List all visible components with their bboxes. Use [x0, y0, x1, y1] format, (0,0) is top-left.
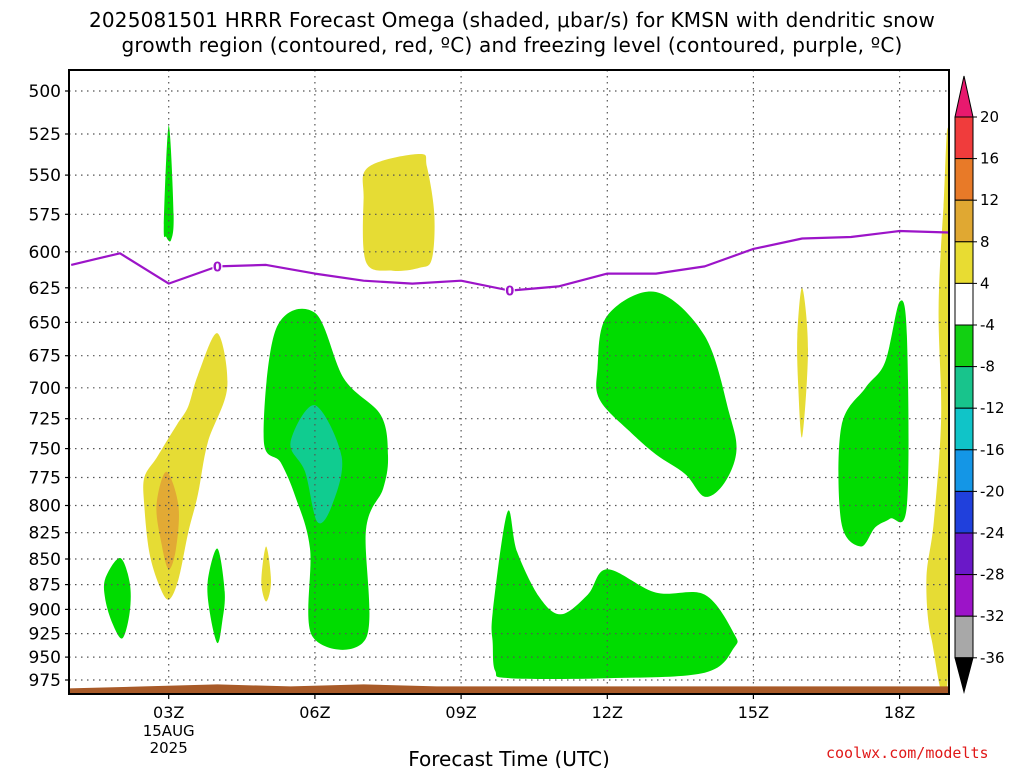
- x-tick-label-03Z: 03Z: [153, 703, 184, 722]
- rising-region-7: [838, 300, 909, 547]
- freezing-level-label-1: 0: [505, 285, 514, 300]
- colorbar-label-0: 20: [980, 108, 999, 126]
- colorbar-triangle-top: [954, 75, 974, 118]
- x-axis-title: Forecast Time (UTC): [408, 747, 610, 768]
- sinking-region-4: [797, 287, 808, 438]
- colorbar-label-1: 16: [980, 150, 999, 168]
- colorbar-box-3: [954, 199, 974, 243]
- title-line-2: growth region (contoured, red, ºC) and f…: [121, 33, 903, 57]
- y-tick-label-975: 975: [29, 671, 61, 691]
- colorbar-label-10: -24: [980, 524, 1005, 542]
- x-tick-label-06Z: 06Z: [299, 703, 330, 722]
- y-tick-label-625: 625: [29, 279, 61, 299]
- x-tick-label-18Z: 18Z: [884, 703, 915, 722]
- colorbar-box-7: [954, 366, 974, 409]
- rising-region-2: [207, 548, 225, 644]
- plot-frame: [68, 69, 950, 695]
- y-tick-label-900: 900: [29, 600, 61, 620]
- terrain-band: [69, 684, 949, 694]
- freezing-level-line: [70, 229, 949, 292]
- colorbar-box-8: [954, 407, 974, 451]
- y-tick-label-750: 750: [29, 440, 61, 460]
- rising-region-0: [103, 557, 131, 639]
- colorbar-label-13: -36: [980, 649, 1005, 667]
- colorbar-label-3: 8: [980, 233, 990, 251]
- colorbar-box-10: [954, 490, 974, 534]
- x-date-label-1: 2025: [150, 739, 188, 757]
- sinking-region-0: [362, 154, 435, 271]
- y-tick-label-575: 575: [29, 205, 61, 225]
- colorbar-box-4: [954, 241, 974, 284]
- y-tick-label-950: 950: [29, 648, 61, 668]
- freezing-level-layer: 00: [70, 229, 949, 300]
- y-tick-label-600: 600: [29, 243, 61, 263]
- y-tick-label-825: 825: [29, 524, 61, 544]
- rising-region-1: [163, 125, 174, 242]
- y-tick-label-700: 700: [29, 379, 61, 399]
- colorbar-box-9: [954, 449, 974, 492]
- y-tick-label-725: 725: [29, 410, 61, 430]
- freezing-level-label-bg-0: [212, 259, 223, 274]
- y-tick-label-875: 875: [29, 576, 61, 596]
- colorbar-label-2: 12: [980, 191, 999, 209]
- colorbar-triangle-bottom: [954, 657, 974, 694]
- x-tick-label-09Z: 09Z: [445, 703, 476, 722]
- colorbar: 20 16 12 8 4 -4 -8 -12 -16 -20 -24 -28 -32 -36: [954, 75, 1005, 694]
- x-date-label-0: 15AUG: [143, 722, 195, 740]
- y-tick-label-850: 850: [29, 550, 61, 570]
- colorbar-box-11: [954, 532, 974, 576]
- colorbar-box-6: [954, 324, 974, 368]
- colorbar-box-5: [954, 282, 974, 326]
- y-tick-label-925: 925: [29, 625, 61, 645]
- terrain-layer: [69, 684, 949, 694]
- y-tick-label-775: 775: [29, 469, 61, 489]
- x-tick-label-15Z: 15Z: [738, 703, 769, 722]
- y-tick-label-675: 675: [29, 347, 61, 367]
- title-line-1: 2025081501 HRRR Forecast Omega (shaded, …: [88, 8, 936, 32]
- grid-layer: [69, 70, 949, 694]
- y-tick-label-800: 800: [29, 497, 61, 517]
- chart-title: 2025081501 HRRR Forecast Omega (shaded, …: [0, 8, 1024, 58]
- colorbar-label-6: -8: [980, 358, 995, 376]
- colorbar-label-4: 4: [980, 274, 990, 292]
- sinking-region-2: [156, 471, 179, 570]
- colorbar-label-7: -12: [980, 399, 1005, 417]
- x-tick-label-12Z: 12Z: [592, 703, 623, 722]
- y-tick-label-650: 650: [29, 313, 61, 333]
- omega-shading-layer: [103, 125, 949, 694]
- colorbar-box-2: [954, 158, 974, 201]
- pressure-axis: 500 525 550 575 600 625 650 675 700 725 750 775 800 8…: [29, 82, 69, 691]
- colorbar-label-9: -20: [980, 482, 1005, 500]
- colorbar-label-5: -4: [980, 316, 995, 334]
- rising-region-6: [596, 291, 737, 497]
- sinking-region-3: [261, 546, 271, 602]
- watermark: coolwx.com/modelts: [826, 744, 989, 762]
- colorbar-label-8: -16: [980, 441, 1005, 459]
- rising-region-4: [290, 405, 343, 524]
- rising-region-5: [491, 510, 738, 679]
- colorbar-label-12: -32: [980, 607, 1005, 625]
- freezing-level-label-0: 0: [213, 260, 222, 275]
- freezing-level-label-bg-1: [504, 283, 515, 298]
- colorbar-box-12: [954, 574, 974, 617]
- colorbar-box-1: [954, 116, 974, 160]
- colorbar-box-13: [954, 615, 974, 659]
- y-tick-label-550: 550: [29, 166, 61, 186]
- y-tick-label-500: 500: [29, 82, 61, 102]
- y-tick-label-525: 525: [29, 125, 61, 145]
- sinking-region-5: [926, 127, 949, 694]
- colorbar-label-11: -28: [980, 566, 1005, 584]
